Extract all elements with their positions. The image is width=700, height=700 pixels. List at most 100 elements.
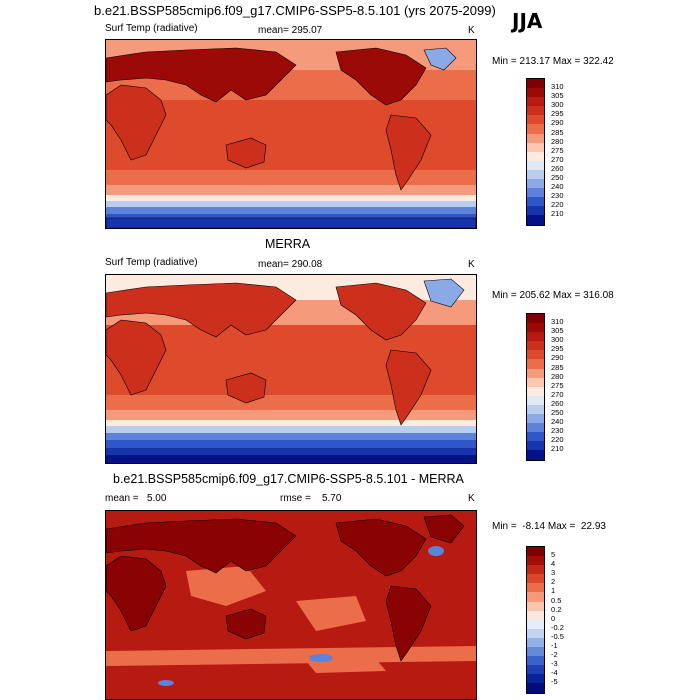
swatch bbox=[527, 197, 544, 207]
panel2-colorbar bbox=[526, 313, 545, 461]
panel1-minmax: Min = 213.17 Max = 322.42 bbox=[492, 56, 614, 67]
swatch bbox=[527, 88, 544, 98]
land-africa bbox=[106, 555, 167, 632]
panel2-mean: mean= 290.08 bbox=[258, 259, 323, 270]
land-greenland bbox=[423, 278, 465, 308]
tick-label: -2 bbox=[551, 650, 558, 660]
tick-label: 305 bbox=[551, 326, 564, 336]
swatch bbox=[527, 151, 544, 161]
land-north-america bbox=[335, 47, 427, 106]
swatch bbox=[527, 423, 544, 433]
tick-label: 275 bbox=[551, 145, 564, 155]
tick-label: 260 bbox=[551, 163, 564, 173]
swatch bbox=[527, 441, 544, 451]
panel2-units: K bbox=[468, 259, 475, 270]
tick-label: -4 bbox=[551, 668, 558, 678]
tick-label: 240 bbox=[551, 417, 564, 427]
tick-label: 0 bbox=[551, 613, 556, 623]
band bbox=[106, 214, 476, 220]
swatch bbox=[527, 332, 544, 342]
tick-label: -1 bbox=[551, 641, 558, 650]
panel3-land bbox=[106, 514, 465, 662]
figure-title: b.e21.BSSP585cmip6.f09_g17.CMIP6-SSP5-8.… bbox=[94, 3, 496, 18]
tick-label: 305 bbox=[551, 91, 564, 101]
swatch bbox=[527, 341, 544, 351]
tick-label: 1 bbox=[551, 586, 556, 596]
land-antarctica bbox=[106, 217, 476, 228]
band bbox=[106, 201, 476, 207]
panel3-minmax: Min = -8.14 Max = 22.93 bbox=[492, 521, 606, 532]
panel1-variable: Surf Temp (radiative) bbox=[105, 23, 198, 34]
panel1-map bbox=[105, 39, 477, 229]
swatch bbox=[527, 547, 544, 557]
tick-label: 250 bbox=[551, 173, 564, 182]
panel2-variable: Surf Temp (radiative) bbox=[105, 257, 198, 268]
tick-label: 285 bbox=[551, 362, 564, 372]
band bbox=[106, 207, 476, 214]
panel3-title: b.e21.BSSP585cmip6.f09_g17.CMIP6-SSP5-8.… bbox=[113, 472, 464, 486]
tick-label: 220 bbox=[551, 200, 564, 210]
panel1-land bbox=[106, 47, 476, 228]
swatch bbox=[527, 179, 544, 189]
land-greenland bbox=[423, 47, 457, 71]
swatch bbox=[527, 188, 544, 198]
tick-label: -0.5 bbox=[551, 631, 564, 641]
land-greenland bbox=[423, 514, 465, 544]
land-africa bbox=[106, 84, 167, 161]
panel3-map bbox=[105, 510, 477, 700]
swatch bbox=[527, 395, 544, 405]
swatch bbox=[527, 574, 544, 584]
panel1-units: K bbox=[468, 25, 475, 36]
tick-label: 290 bbox=[551, 353, 564, 363]
season-label: JJA bbox=[512, 9, 543, 33]
tick-label: 4 bbox=[551, 559, 556, 569]
swatch bbox=[527, 683, 544, 693]
band bbox=[106, 410, 476, 420]
swatch bbox=[527, 359, 544, 369]
panel2-land bbox=[106, 278, 465, 426]
swatch bbox=[527, 133, 544, 143]
tick-label: -0.2 bbox=[551, 622, 564, 632]
swatch bbox=[527, 565, 544, 575]
diff-light-patch bbox=[296, 596, 366, 631]
tick-label: 210 bbox=[551, 209, 564, 219]
swatch bbox=[527, 215, 544, 225]
tick-label: 310 bbox=[551, 82, 564, 91]
tick-label: 230 bbox=[551, 426, 564, 436]
swatch bbox=[527, 206, 544, 216]
panel3-mean: mean = 5.00 bbox=[105, 493, 167, 504]
diff-light-patch bbox=[106, 646, 476, 666]
band bbox=[106, 448, 476, 455]
band bbox=[106, 420, 476, 426]
land-south-america bbox=[385, 349, 432, 426]
swatch bbox=[527, 79, 544, 89]
tick-label: 280 bbox=[551, 136, 564, 146]
swatch bbox=[527, 628, 544, 638]
land-africa bbox=[106, 319, 167, 396]
tick-label: 260 bbox=[551, 398, 564, 408]
panel2-map-graphic bbox=[106, 275, 476, 463]
tick-label: 240 bbox=[551, 182, 564, 192]
swatch bbox=[527, 656, 544, 666]
swatch bbox=[527, 386, 544, 396]
tick-label: 270 bbox=[551, 154, 564, 164]
land-north-america bbox=[335, 518, 427, 577]
swatch bbox=[527, 124, 544, 134]
band bbox=[106, 440, 476, 448]
swatch bbox=[527, 583, 544, 593]
swatch bbox=[527, 601, 544, 611]
tick-label: 250 bbox=[551, 408, 564, 417]
band bbox=[106, 433, 476, 440]
panel1-mean: mean= 295.07 bbox=[258, 25, 323, 36]
swatch bbox=[527, 368, 544, 378]
tick-label: 300 bbox=[551, 335, 564, 345]
land-south-america bbox=[385, 114, 432, 191]
swatch bbox=[527, 637, 544, 648]
panel1-map-graphic bbox=[106, 40, 476, 228]
tick-label: 5 bbox=[551, 550, 556, 559]
swatch bbox=[527, 106, 544, 116]
tick-label: 210 bbox=[551, 444, 564, 454]
swatch bbox=[527, 115, 544, 125]
tick-label: 270 bbox=[551, 389, 564, 399]
band bbox=[106, 395, 476, 410]
